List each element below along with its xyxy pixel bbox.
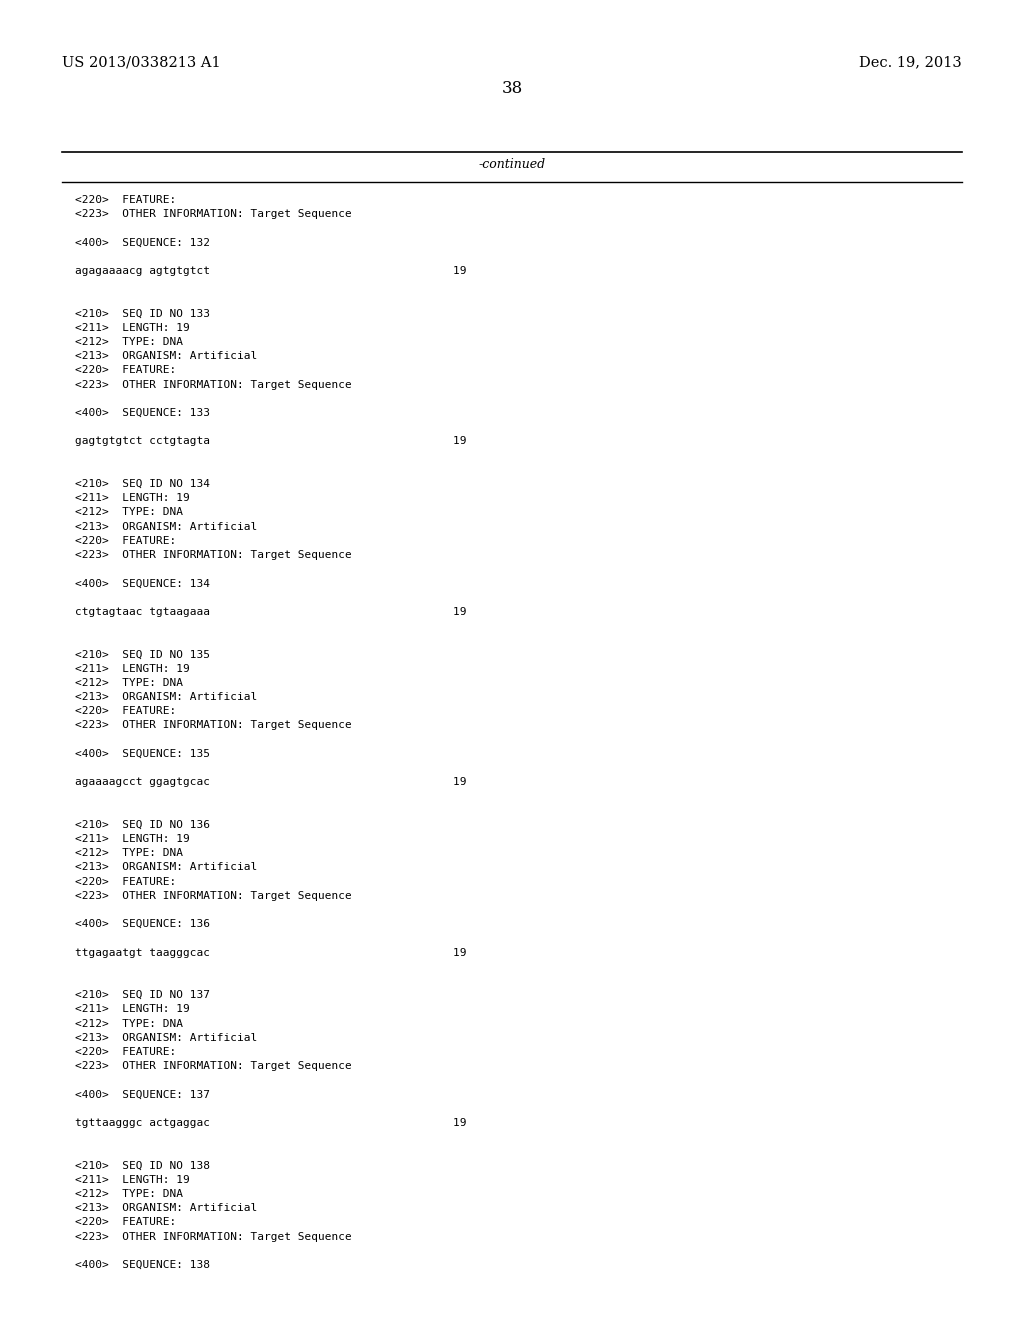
Text: <400>  SEQUENCE: 137: <400> SEQUENCE: 137 [75,1089,210,1100]
Text: <220>  FEATURE:: <220> FEATURE: [75,1217,176,1228]
Text: <223>  OTHER INFORMATION: Target Sequence: <223> OTHER INFORMATION: Target Sequence [75,721,352,730]
Text: <400>  SEQUENCE: 138: <400> SEQUENCE: 138 [75,1261,210,1270]
Text: <220>  FEATURE:: <220> FEATURE: [75,1047,176,1057]
Text: <400>  SEQUENCE: 135: <400> SEQUENCE: 135 [75,748,210,759]
Text: 38: 38 [502,81,522,96]
Text: <223>  OTHER INFORMATION: Target Sequence: <223> OTHER INFORMATION: Target Sequence [75,1061,352,1072]
Text: <213>  ORGANISM: Artificial: <213> ORGANISM: Artificial [75,1032,257,1043]
Text: <210>  SEQ ID NO 133: <210> SEQ ID NO 133 [75,309,210,318]
Text: tgttaagggc actgaggac                                    19: tgttaagggc actgaggac 19 [75,1118,467,1129]
Text: <210>  SEQ ID NO 137: <210> SEQ ID NO 137 [75,990,210,1001]
Text: <210>  SEQ ID NO 136: <210> SEQ ID NO 136 [75,820,210,830]
Text: <400>  SEQUENCE: 133: <400> SEQUENCE: 133 [75,408,210,418]
Text: ctgtagtaac tgtaagaaa                                    19: ctgtagtaac tgtaagaaa 19 [75,607,467,616]
Text: <213>  ORGANISM: Artificial: <213> ORGANISM: Artificial [75,351,257,362]
Text: <213>  ORGANISM: Artificial: <213> ORGANISM: Artificial [75,862,257,873]
Text: <211>  LENGTH: 19: <211> LENGTH: 19 [75,323,189,333]
Text: <212>  TYPE: DNA: <212> TYPE: DNA [75,849,183,858]
Text: <400>  SEQUENCE: 132: <400> SEQUENCE: 132 [75,238,210,248]
Text: <220>  FEATURE:: <220> FEATURE: [75,195,176,205]
Text: <210>  SEQ ID NO 138: <210> SEQ ID NO 138 [75,1160,210,1171]
Text: agagaaaacg agtgtgtct                                    19: agagaaaacg agtgtgtct 19 [75,267,467,276]
Text: <211>  LENGTH: 19: <211> LENGTH: 19 [75,1005,189,1014]
Text: <400>  SEQUENCE: 136: <400> SEQUENCE: 136 [75,919,210,929]
Text: Dec. 19, 2013: Dec. 19, 2013 [859,55,962,69]
Text: <210>  SEQ ID NO 135: <210> SEQ ID NO 135 [75,649,210,660]
Text: ttgagaatgt taagggcac                                    19: ttgagaatgt taagggcac 19 [75,948,467,957]
Text: <211>  LENGTH: 19: <211> LENGTH: 19 [75,494,189,503]
Text: <213>  ORGANISM: Artificial: <213> ORGANISM: Artificial [75,692,257,702]
Text: <220>  FEATURE:: <220> FEATURE: [75,706,176,717]
Text: <211>  LENGTH: 19: <211> LENGTH: 19 [75,664,189,673]
Text: <220>  FEATURE:: <220> FEATURE: [75,536,176,545]
Text: <223>  OTHER INFORMATION: Target Sequence: <223> OTHER INFORMATION: Target Sequence [75,891,352,900]
Text: <211>  LENGTH: 19: <211> LENGTH: 19 [75,1175,189,1185]
Text: <212>  TYPE: DNA: <212> TYPE: DNA [75,677,183,688]
Text: agaaaagcct ggagtgcac                                    19: agaaaagcct ggagtgcac 19 [75,777,467,787]
Text: US 2013/0338213 A1: US 2013/0338213 A1 [62,55,220,69]
Text: <223>  OTHER INFORMATION: Target Sequence: <223> OTHER INFORMATION: Target Sequence [75,1232,352,1242]
Text: <211>  LENGTH: 19: <211> LENGTH: 19 [75,834,189,843]
Text: <212>  TYPE: DNA: <212> TYPE: DNA [75,337,183,347]
Text: <210>  SEQ ID NO 134: <210> SEQ ID NO 134 [75,479,210,488]
Text: gagtgtgtct cctgtagta                                    19: gagtgtgtct cctgtagta 19 [75,437,467,446]
Text: <213>  ORGANISM: Artificial: <213> ORGANISM: Artificial [75,1204,257,1213]
Text: <212>  TYPE: DNA: <212> TYPE: DNA [75,1019,183,1028]
Text: <212>  TYPE: DNA: <212> TYPE: DNA [75,507,183,517]
Text: <212>  TYPE: DNA: <212> TYPE: DNA [75,1189,183,1199]
Text: <223>  OTHER INFORMATION: Target Sequence: <223> OTHER INFORMATION: Target Sequence [75,209,352,219]
Text: <213>  ORGANISM: Artificial: <213> ORGANISM: Artificial [75,521,257,532]
Text: <220>  FEATURE:: <220> FEATURE: [75,876,176,887]
Text: <220>  FEATURE:: <220> FEATURE: [75,366,176,375]
Text: <223>  OTHER INFORMATION: Target Sequence: <223> OTHER INFORMATION: Target Sequence [75,380,352,389]
Text: <223>  OTHER INFORMATION: Target Sequence: <223> OTHER INFORMATION: Target Sequence [75,550,352,560]
Text: -continued: -continued [478,158,546,172]
Text: <400>  SEQUENCE: 134: <400> SEQUENCE: 134 [75,578,210,589]
